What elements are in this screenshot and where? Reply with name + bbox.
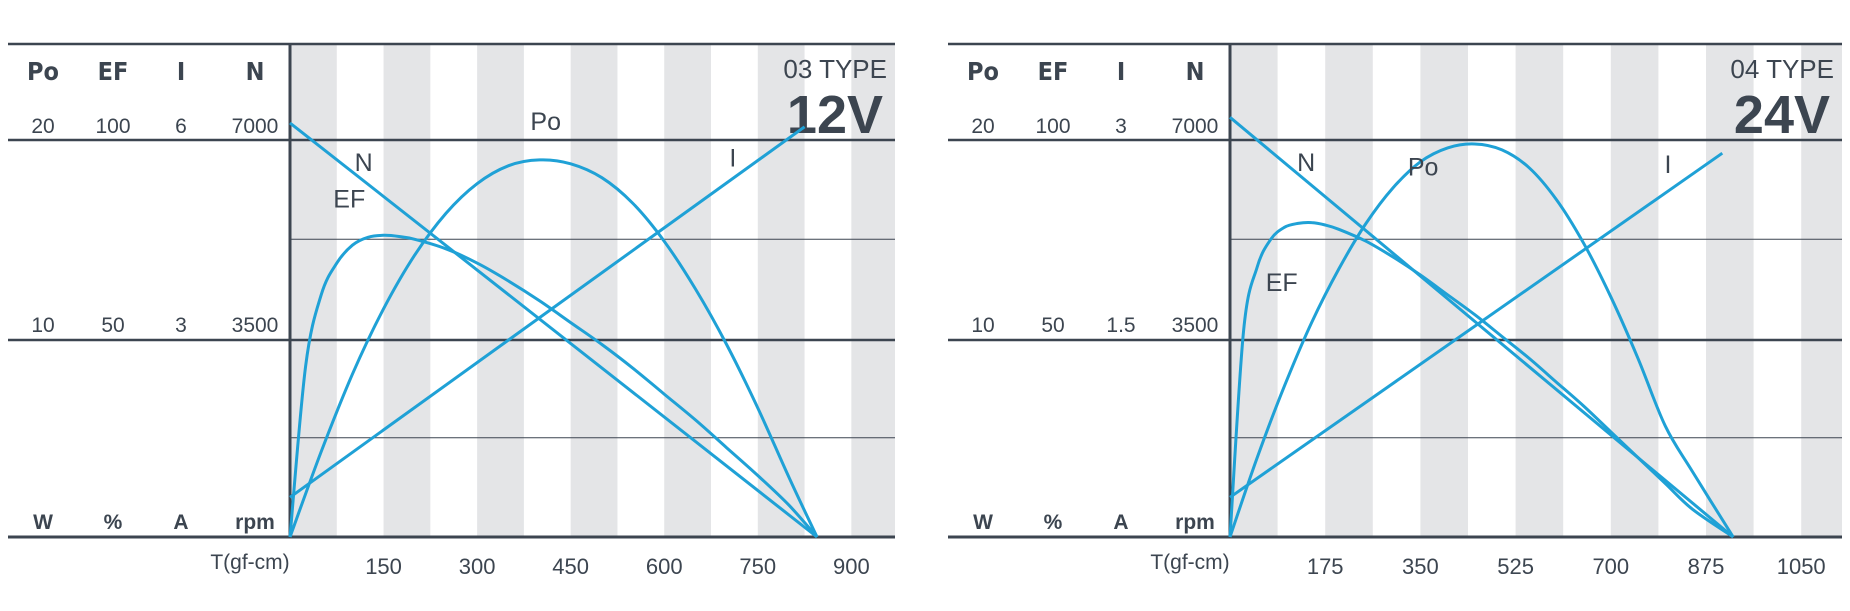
chart-panel-2: Po 20 10 W EF 100 50% I 3 1.5 A N 7000 3500 rpm T(gf-cm… (948, 42, 1842, 579)
plot-stripe (664, 44, 712, 537)
x-tick-label: 175 (1307, 554, 1344, 579)
axis-unit: rpm (235, 511, 275, 534)
plot-stripe (1706, 44, 1754, 537)
axis-unit: A (1113, 511, 1128, 534)
axis-value-max: 100 (95, 115, 130, 138)
axis-value-mid: 50 (1041, 314, 1064, 337)
axis-value-mid: 10 (971, 314, 994, 337)
series-n-curve (289, 121, 818, 539)
x-tick-label: 750 (739, 554, 776, 579)
axis-value-mid: 3500 (232, 314, 279, 337)
model-type-label: 04 TYPE (1730, 54, 1834, 84)
plot-stripe (1325, 44, 1373, 537)
axis-header-i: I (1117, 57, 1125, 86)
series-ef-curve (1228, 220, 1735, 539)
axis-unit: % (104, 511, 123, 534)
series-ef-label: EF (333, 185, 365, 213)
axis-value-max: 20 (971, 115, 994, 138)
axis-header-ef: EF (98, 57, 129, 86)
x-tick-label: 600 (646, 554, 683, 579)
axis-unit: W (33, 511, 53, 534)
plot-stripe (383, 44, 431, 537)
axis-value-mid: 3 (175, 314, 187, 337)
series-po-curve (1228, 142, 1735, 538)
plot-stripe (851, 44, 895, 537)
x-axis-label: T(gf-cm) (210, 551, 289, 574)
x-tick-label: 150 (365, 554, 402, 579)
plot-stripe (1515, 44, 1564, 537)
axis-header-n: N (246, 57, 265, 86)
axis-unit: A (173, 511, 188, 534)
axis-value-max: 20 (31, 115, 54, 138)
series-i-label: I (1664, 151, 1671, 179)
axis-header-po: Po (27, 57, 59, 86)
x-tick-label: 525 (1497, 554, 1534, 579)
plot-stripe (1230, 44, 1278, 537)
model-type-label: 03 TYPE (783, 54, 887, 84)
plot-stripe (1801, 44, 1842, 537)
axis-header-i: I (177, 57, 185, 86)
series-i-curve (289, 125, 806, 499)
series-n-label: N (1297, 149, 1315, 177)
x-tick-label: 350 (1402, 554, 1439, 579)
axis-unit: W (973, 511, 993, 534)
series-n-label: N (355, 149, 373, 177)
axis-value-max: 3 (1115, 115, 1127, 138)
plot-stripe (757, 44, 805, 537)
x-tick-label: 700 (1592, 554, 1629, 579)
axis-unit: rpm (1175, 511, 1215, 534)
plot-stripe (1610, 44, 1659, 537)
voltage-label: 12V (787, 85, 883, 145)
plot-stripe (477, 44, 524, 537)
axis-value-mid: 10 (31, 314, 54, 337)
axis-value-mid: 50 (101, 314, 124, 337)
axis-header-n: N (1186, 57, 1205, 86)
axis-header-ef: EF (1038, 57, 1069, 86)
x-tick-label: 875 (1688, 554, 1725, 579)
axis-header-po: Po (967, 57, 999, 86)
chart-panel-1: Po 20 10 W EF 100 50% I 6 3 A N 7000 3500 rpm T(gf-cm) 1… (8, 42, 895, 579)
axis-value-max: 100 (1035, 115, 1070, 138)
axis-value-max: 7000 (1172, 115, 1219, 138)
series-po-label: Po (1408, 154, 1439, 182)
series-po-curve (288, 158, 819, 538)
axis-value-max: 6 (175, 115, 187, 138)
axis-unit: % (1044, 511, 1063, 534)
x-tick-label: 1050 (1777, 554, 1826, 579)
series-po-label: Po (530, 108, 561, 136)
axis-value-mid: 3500 (1172, 314, 1219, 337)
x-tick-label: 900 (833, 554, 870, 579)
series-ef-curve (288, 233, 819, 538)
axis-value-mid: 1.5 (1106, 314, 1135, 337)
series-i-curve (1229, 151, 1724, 499)
x-tick-label: 450 (552, 554, 589, 579)
x-tick-label: 300 (459, 554, 496, 579)
axis-value-max: 7000 (232, 115, 279, 138)
voltage-label: 24V (1734, 85, 1830, 145)
series-i-label: I (729, 144, 736, 172)
x-axis-label: T(gf-cm) (1150, 551, 1229, 574)
series-ef-label: EF (1266, 269, 1298, 297)
